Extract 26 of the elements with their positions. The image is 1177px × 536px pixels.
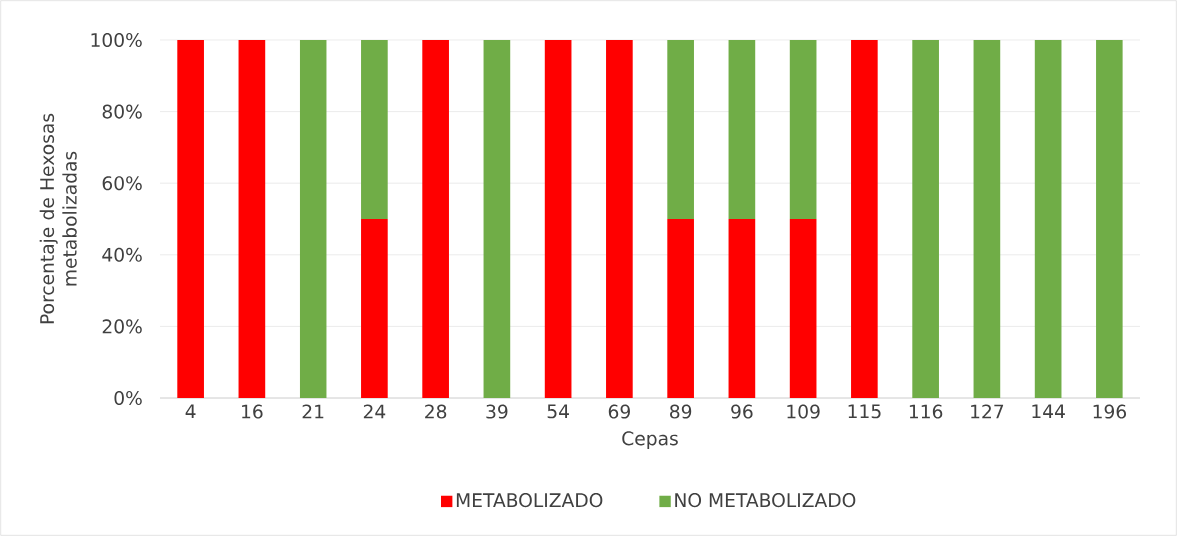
legend-label: METABOLIZADO	[456, 493, 603, 508]
legend-label: NO METABOLIZADO	[675, 493, 856, 508]
x-tick-label: 4	[185, 404, 196, 419]
x-tick-label: 115	[848, 404, 881, 419]
x-tick-label: 69	[608, 404, 630, 419]
y-tick-label: 80%	[102, 104, 142, 119]
x-tick-label: 116	[909, 404, 943, 419]
x-axis-title: Cepas	[622, 431, 678, 450]
y-axis-title: Porcentaje de Hexosas metabolizadas	[39, 113, 77, 324]
y-tick-label: 0%	[114, 390, 142, 406]
y-tick-label: 40%	[102, 247, 142, 262]
x-tick-label: 196	[1093, 404, 1127, 419]
y-tick-label: 20%	[102, 319, 142, 334]
x-tick-label: 28	[425, 404, 447, 419]
x-tick-label: 39	[486, 404, 508, 419]
y-tick-label: 100%	[91, 32, 142, 48]
x-tick-label: 109	[787, 404, 820, 419]
y-tick-label: 60%	[102, 176, 142, 191]
x-tick-label: 127	[971, 404, 1004, 419]
x-tick-label: 54	[547, 404, 569, 419]
x-tick-label: 21	[302, 404, 324, 419]
x-tick-label: 144	[1032, 404, 1065, 419]
x-tick-label: 89	[670, 404, 692, 419]
x-tick-label: 96	[731, 404, 753, 419]
x-tick-label: 24	[363, 404, 386, 419]
x-tick-label: 16	[242, 404, 263, 419]
